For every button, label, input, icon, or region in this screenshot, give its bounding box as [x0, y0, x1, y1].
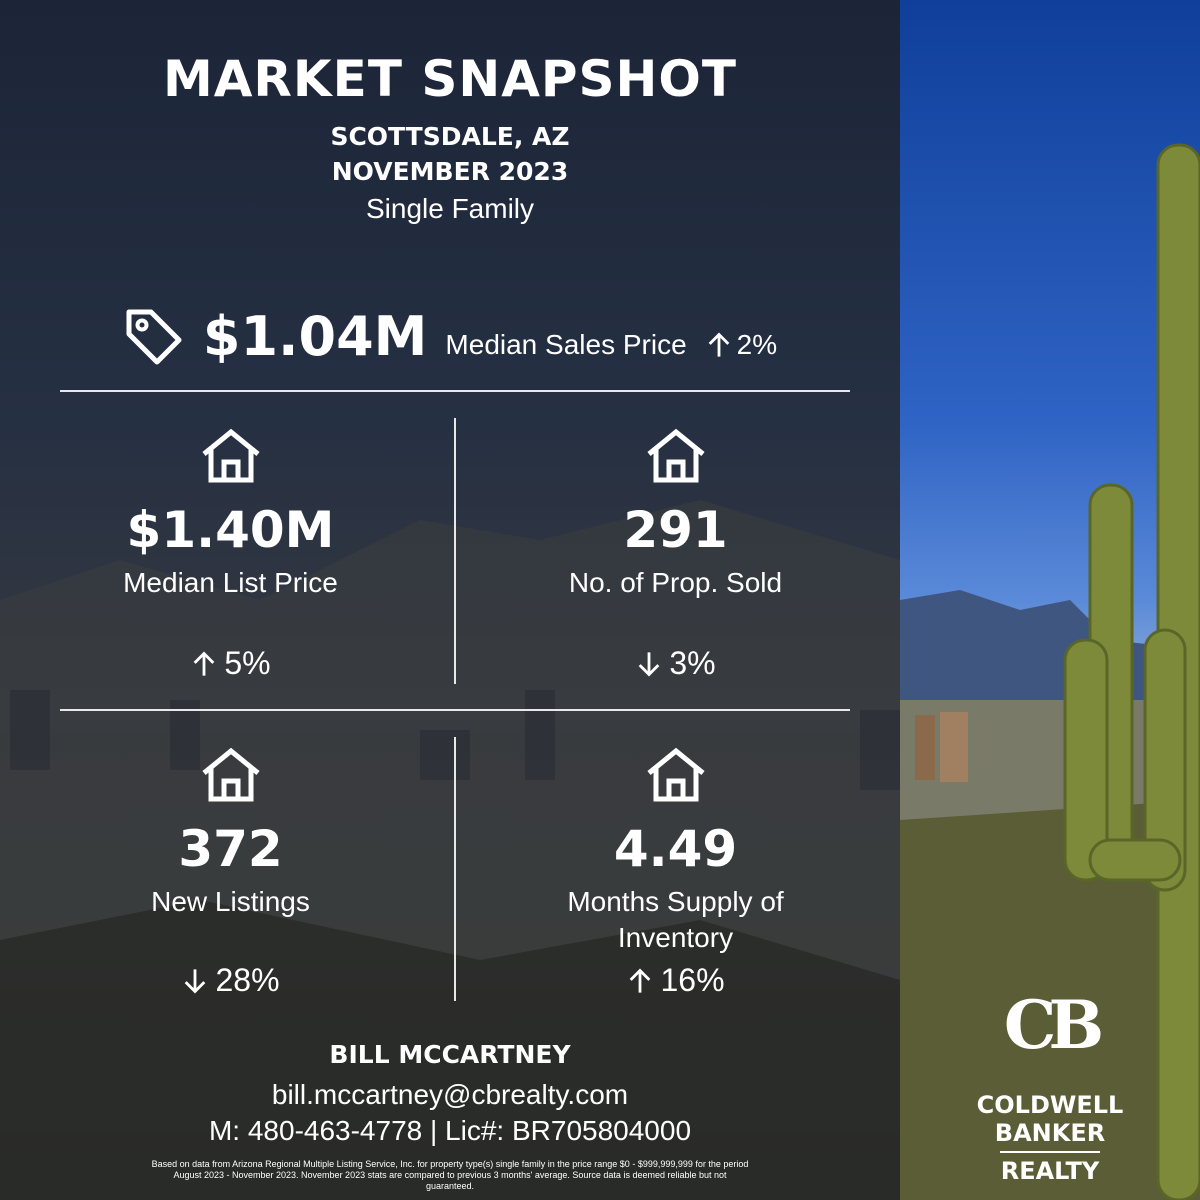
metric-change: 3% — [478, 645, 873, 682]
logo-line: REALTY — [1000, 1157, 1100, 1185]
trend-arrow — [194, 651, 215, 676]
change-text: 2% — [736, 328, 778, 360]
left-panel — [0, 0, 900, 1200]
period: NOVEMBER 2023 — [331, 157, 569, 186]
divider — [454, 737, 456, 1001]
metric-cell: $1.40M Median List Price 5% — [33, 428, 428, 685]
trend-arrow — [630, 968, 651, 993]
metric-change: 28% — [33, 962, 428, 999]
metric-value: 372 — [178, 820, 283, 878]
metric-change: 16% — [478, 962, 873, 999]
metric-cell: 291 No. of Prop. Sold 3% — [478, 428, 873, 685]
disclaimer: Based on data from Arizona Regional Mult… — [151, 1159, 749, 1191]
house-icon — [201, 747, 260, 802]
metric-label: Median List Price — [123, 567, 338, 598]
logo-monogram: CB — [1003, 986, 1104, 1064]
agent-contact: M: 480-463-4778 | Lic#: BR705804000 — [208, 1115, 692, 1146]
headline-label: Median Sales Price — [445, 328, 687, 360]
headline-value: $1.04M — [202, 305, 428, 368]
metric-cell: 4.49 Months Supply of Inventory 16% — [478, 747, 873, 1002]
location: SCOTTSDALE, AZ — [330, 122, 570, 151]
background-landscape — [0, 500, 900, 1200]
metric-cell: 372 New Listings 28% — [33, 747, 428, 1002]
house-icon — [646, 428, 705, 483]
metric-label: Months Supply of Inventory — [567, 886, 784, 953]
metric-value: 291 — [623, 501, 728, 559]
tag-icon — [126, 309, 182, 364]
metric-change: 5% — [33, 645, 428, 682]
trend-arrow — [185, 968, 206, 993]
logo-line: COLDWELL — [976, 1091, 1124, 1119]
divider — [60, 709, 850, 711]
metric-label: No. of Prop. Sold — [568, 567, 783, 598]
change-text: 16% — [660, 962, 725, 998]
agent-email: bill.mccartney@cbrealty.com — [271, 1079, 629, 1110]
metric-label: New Listings — [151, 886, 310, 917]
logo-rule — [1000, 1151, 1100, 1153]
agent-name: BILL MCCARTNEY — [329, 1040, 571, 1069]
logo: CB COLDWELL BANKER REALTY — [965, 985, 1135, 1185]
title: MARKET SNAPSHOT — [162, 50, 738, 108]
divider — [60, 390, 850, 392]
photo-art — [900, 143, 1200, 1200]
metric-value: 4.49 — [613, 820, 738, 878]
house-icon — [646, 747, 705, 802]
logo-line: BANKER — [994, 1119, 1106, 1147]
trend-arrow — [708, 332, 729, 357]
headline-change: 2% — [705, 329, 777, 361]
change-text: 3% — [669, 645, 716, 681]
change-text: 5% — [224, 645, 271, 681]
change-text: 28% — [215, 962, 280, 998]
divider — [454, 418, 456, 684]
metric-value: $1.40M — [126, 501, 335, 559]
property-type: Single Family — [365, 193, 535, 224]
cactus-photo — [900, 0, 1200, 1200]
house-icon — [201, 428, 260, 483]
headline: $1.04M Median Sales Price 2% — [0, 305, 900, 368]
trend-arrow — [639, 651, 660, 676]
